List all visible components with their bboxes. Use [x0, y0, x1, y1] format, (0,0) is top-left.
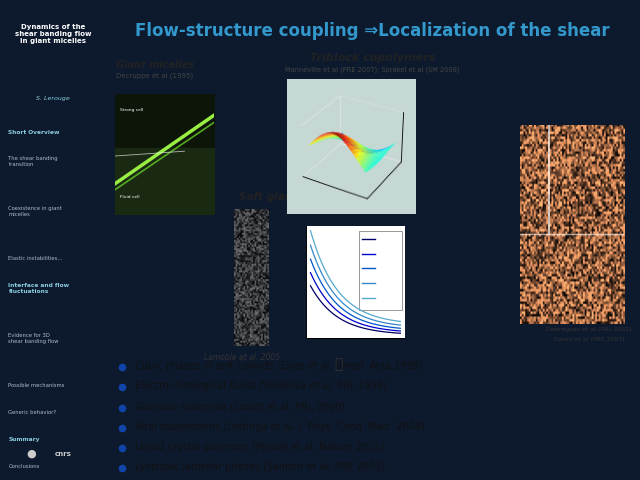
Text: Granular materials (Losert et al, PRL 2000): Granular materials (Losert et al, PRL 20…	[135, 402, 345, 411]
Text: Manneville et al (PRE 2007); Sprakel et al (SM 2008): Manneville et al (PRE 2007); Sprakel et …	[285, 66, 460, 73]
Text: Viral suspensions (Lettinga et al, J. Phys. Cond. Matt. 2004): Viral suspensions (Lettinga et al, J. Ph…	[135, 422, 424, 432]
Text: ●: ●	[27, 449, 36, 458]
Text: Denin et al (PRE 2007): Denin et al (PRE 2007)	[554, 337, 625, 342]
Text: Summary: Summary	[8, 437, 40, 442]
Text: Strong cell: Strong cell	[120, 108, 143, 112]
Text: Elastic instabilities...: Elastic instabilities...	[8, 256, 63, 261]
Text: The shear banding
transition: The shear banding transition	[8, 156, 58, 168]
Text: Flow-structure coupling ⇒Localization of the shear: Flow-structure coupling ⇒Localization of…	[136, 22, 610, 40]
Text: Triblock copolymers: Triblock copolymers	[310, 53, 435, 63]
Text: Evidence for 3D
shear banding flow: Evidence for 3D shear banding flow	[8, 333, 59, 344]
Text: Interface and flow
fluctuations: Interface and flow fluctuations	[8, 283, 70, 294]
Text: Giant micelles: Giant micelles	[116, 60, 195, 70]
Text: Foams: Foams	[577, 314, 612, 324]
Text: Lamoble et al. 2005: Lamoble et al. 2005	[204, 353, 280, 362]
Text: S. Lerouge: S. Lerouge	[36, 96, 70, 101]
Text: ⮩: ⮩	[334, 358, 342, 372]
Text: Debregeas et al (PRL 2001): Debregeas et al (PRL 2001)	[547, 327, 632, 332]
Text: Liquid crystal polymers (Pujolle et al, Nature 2001): Liquid crystal polymers (Pujolle et al, …	[135, 442, 384, 452]
Text: Dynamics of the
shear banding flow
in giant micelles: Dynamics of the shear banding flow in gi…	[15, 24, 91, 44]
Text: Electro-rheological fluids (Volokova et al, PRL 1999): Electro-rheological fluids (Volokova et …	[135, 382, 387, 391]
Text: Decruppe et al (1995): Decruppe et al (1995)	[116, 73, 193, 80]
Text: Coexistence in giant
micelles: Coexistence in giant micelles	[8, 206, 62, 217]
Text: Conclusions: Conclusions	[8, 464, 40, 468]
Text: Generic behavior?: Generic behavior?	[8, 410, 56, 415]
Text: Fluid cell: Fluid cell	[120, 195, 140, 199]
Bar	[5, 432, 100, 475]
Text: Cousot et al (PRL 2002): Cousot et al (PRL 2002)	[323, 329, 406, 336]
Text: cnrs: cnrs	[55, 451, 72, 456]
Text: Soft glassy materials: Soft glassy materials	[239, 192, 362, 202]
Text: Lyotropic lamellar phases (Salmon et al, PRE 2003)...: Lyotropic lamellar phases (Salmon et al,…	[135, 462, 394, 472]
Text: Short Overview: Short Overview	[8, 130, 60, 134]
Text: Cubic phases of soft colloids (Eiser et al, Rheol. Acta 1999): Cubic phases of soft colloids (Eiser et …	[135, 361, 423, 371]
Bar	[360, 231, 402, 310]
Text: Possible mechanisms: Possible mechanisms	[8, 383, 65, 388]
